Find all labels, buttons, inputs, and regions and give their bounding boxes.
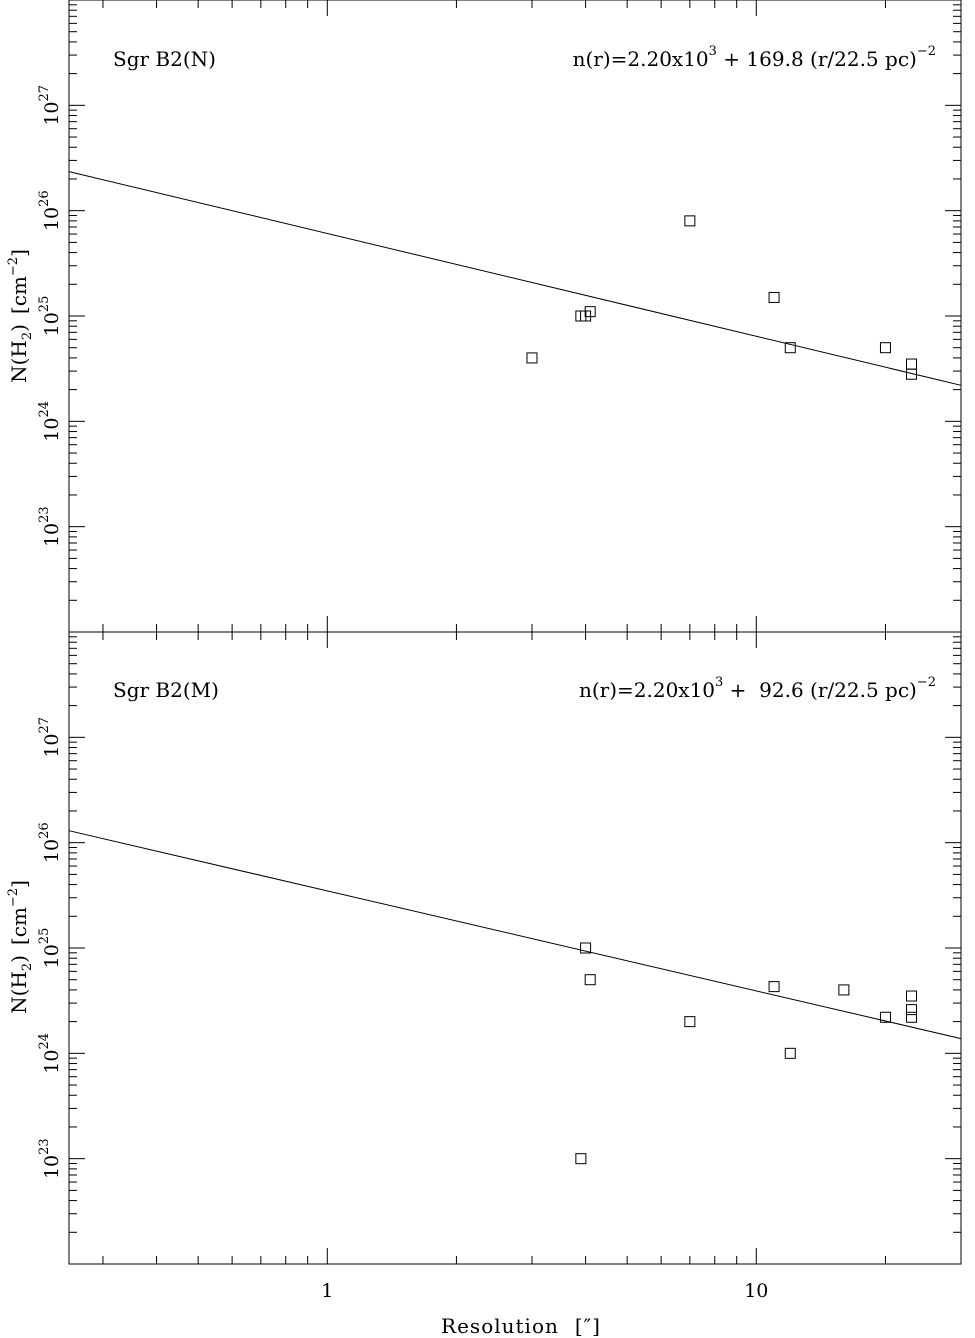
data-point (684, 1016, 696, 1028)
panel-bottom: 1023 1024 1025 1026 1027 1 10 Sgr B2(M) n(r)=… (6, 631, 962, 1302)
data-point (905, 1011, 917, 1023)
data-points (526, 215, 917, 380)
density-formula: n(r)=2.20x103 + 92.6 (r/22.5 pc)−2 (579, 675, 936, 702)
data-point (905, 358, 917, 370)
fit-line (68, 830, 962, 1040)
y-tick-label: 1027 (37, 717, 63, 758)
x-tick-label: 10 (744, 1280, 768, 1302)
data-point (879, 1011, 891, 1023)
fit-line (68, 171, 962, 386)
axis-ticks (69, 632, 962, 1265)
y-tick-label: 1023 (37, 506, 63, 547)
x-axis-title: Resolution [″] (441, 1314, 601, 1338)
axis-ticks (69, 0, 962, 633)
data-point (768, 291, 780, 303)
y-axis-title: N(H2)[cm−2] (6, 249, 35, 383)
data-point (684, 215, 696, 227)
y-tick-label: 1025 (37, 928, 63, 969)
plot-frame (68, 631, 962, 1265)
panel-top: 1023 1024 1025 1026 1027 Sgr B2(N) n(r)=2.20… (6, 0, 962, 633)
data-points (575, 942, 917, 1165)
data-point (905, 368, 917, 380)
data-point (584, 974, 596, 986)
data-point (905, 990, 917, 1002)
data-point (784, 1047, 796, 1059)
data-point (584, 306, 596, 318)
panel-label: Sgr B2(N) (113, 47, 216, 71)
y-tick-labels: 1023 1024 1025 1026 1027 (37, 717, 63, 1179)
density-formula: n(r)=2.20x103 + 169.8 (r/22.5 pc)−2 (573, 44, 936, 71)
panel-label: Sgr B2(M) (113, 678, 219, 702)
y-tick-label: 1027 (37, 85, 63, 126)
y-axis-title: N(H2)[cm−2] (6, 880, 35, 1014)
x-tick-label: 1 (321, 1280, 333, 1302)
data-point (784, 342, 796, 354)
data-point (580, 942, 592, 954)
data-point (526, 352, 538, 364)
x-tick-labels: 1 10 (321, 1280, 768, 1302)
data-point (879, 342, 891, 354)
y-tick-label: 1023 (37, 1138, 63, 1179)
plot-frame (68, 0, 962, 633)
y-tick-label: 1024 (37, 1033, 63, 1074)
y-tick-label: 1026 (37, 822, 63, 863)
data-point (768, 981, 780, 993)
data-point (575, 1153, 587, 1165)
y-tick-label: 1026 (37, 190, 63, 231)
data-point (838, 984, 850, 996)
data-point (905, 1004, 917, 1016)
y-tick-labels: 1023 1024 1025 1026 1027 (37, 85, 63, 547)
y-tick-label: 1024 (37, 401, 63, 442)
y-tick-label: 1025 (37, 296, 63, 337)
